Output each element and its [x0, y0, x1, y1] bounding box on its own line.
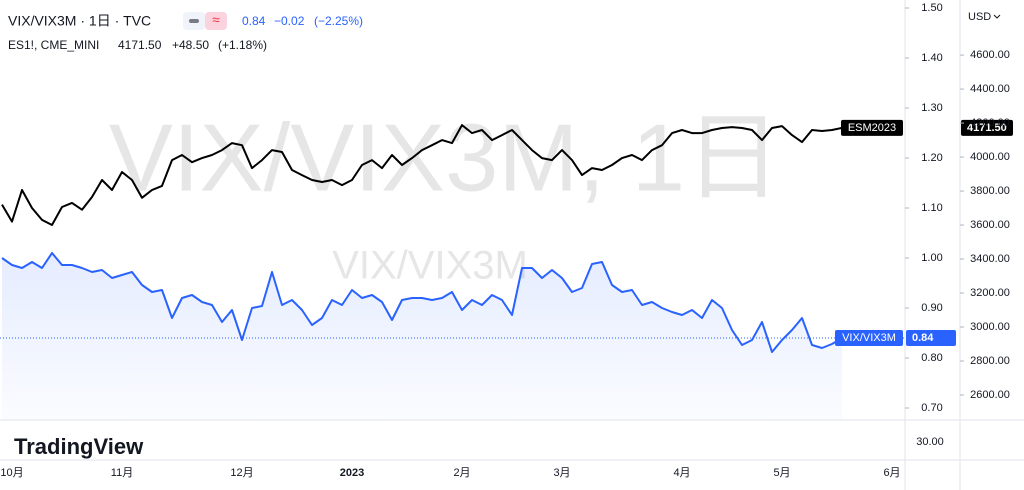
y2-tick-label: 2800.00 [970, 355, 1010, 367]
y2-tick-label: 3000.00 [970, 321, 1010, 333]
compare-change: +48.50 [172, 38, 209, 52]
compare-value: 4171.50 [118, 38, 162, 52]
x-tick-label: 11月 [111, 467, 133, 479]
icon: ≈ [212, 12, 220, 28]
dropdown-icon[interactable] [993, 14, 1001, 19]
plot [0, 124, 905, 420]
compare-symbol[interactable]: ES1!, CME_MINI [8, 38, 99, 52]
icon [189, 19, 199, 23]
y2-tick-label: 4000.00 [970, 151, 1010, 163]
legend-change: −0.02 [274, 14, 305, 28]
legend: VIX/VIX3M · 1日 · TVC ≈ 0.84 −0.02 (−2.25… [8, 12, 363, 52]
line [1, 252, 843, 353]
series-name-tag [841, 119, 903, 136]
legend-change-pct: (−2.25%) [314, 14, 363, 28]
y-tick-label: 1.20 [921, 152, 942, 164]
button[interactable] [205, 12, 227, 30]
legend-value: 0.84 [242, 14, 266, 28]
y-tick-label: 1.40 [921, 52, 942, 64]
y-tick-label: 1.50 [921, 2, 942, 14]
y-tick-label: 0.90 [921, 302, 942, 314]
symbol[interactable]: VIX/VIX3M · 1日 · TVC [8, 13, 151, 29]
y-tick-label: 1.00 [921, 252, 942, 264]
price-tag [961, 119, 1013, 136]
y2-tick-label: 3200.00 [970, 287, 1010, 299]
y2-tick-label: 3600.00 [970, 219, 1010, 231]
y2-tick-label: 4200.00 [970, 117, 1010, 129]
x-tick-label: 12月 [230, 467, 253, 479]
x-tick-label: 2023 [340, 467, 364, 479]
series-name-tag [835, 330, 903, 346]
y2-tick-label: 3400.00 [970, 253, 1010, 265]
x-tick-label: 3月 [553, 467, 570, 479]
y2-tick-label: 3800.00 [970, 185, 1010, 197]
price-tag [906, 330, 956, 346]
x-tick-label: 4月 [673, 467, 690, 479]
lower-pane-tick: 30.00 [916, 436, 944, 448]
x-tick-label: 10月 [0, 467, 23, 479]
y-tick-label: 0.70 [921, 402, 942, 414]
price-tags: VIX/VIX3M 0.84 ESM2023 4171.50 [835, 119, 1013, 346]
price-tag-label: 0.84 [912, 332, 934, 344]
y-tick-label: 1.30 [921, 102, 942, 114]
y2-tick-label: 2600.00 [970, 389, 1010, 401]
compare-change-pct: (+1.18%) [218, 38, 267, 52]
price-tag-label: 4171.50 [967, 122, 1007, 134]
x-tick-label: 6月 [883, 467, 900, 479]
line [1, 124, 843, 226]
y2-tick-label: 4400.00 [970, 83, 1010, 95]
watermark-sub: VIX/VIX3M [332, 244, 528, 288]
watermark: VIX/VIX3M, 1日 [109, 104, 781, 211]
series-name: VIX/VIX3M [842, 332, 896, 344]
logo: TradingView [14, 434, 144, 459]
y-tick-label: 1.10 [921, 202, 942, 214]
y-tick-label: 0.80 [921, 352, 942, 364]
y2-tick-label: 4600.00 [970, 49, 1010, 61]
currency[interactable]: USD [968, 11, 991, 23]
area [2, 253, 842, 420]
series-name: ESM2023 [848, 122, 896, 134]
x-tick-label: 5月 [773, 467, 790, 479]
x-tick-label: 2月 [453, 467, 470, 479]
